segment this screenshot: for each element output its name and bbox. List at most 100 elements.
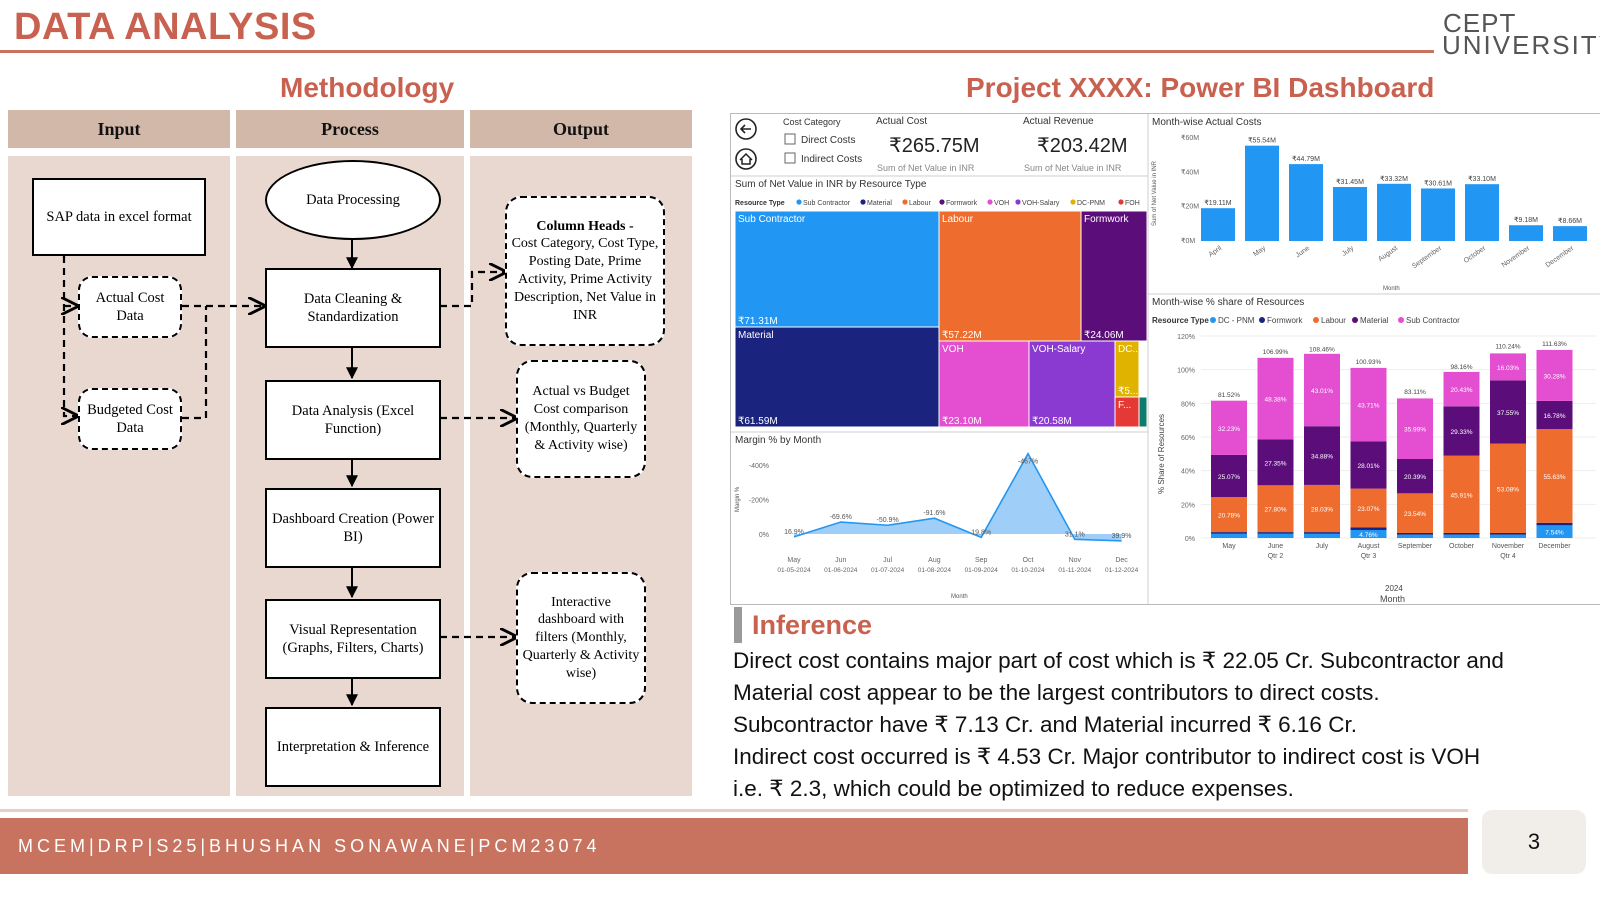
share-segment[interactable] [1304, 484, 1340, 533]
y-tick: 80% [1181, 401, 1195, 408]
data-cleaning-box: Data Cleaning & Standardization [265, 268, 441, 348]
share-segment[interactable] [1490, 443, 1526, 533]
share-title: Month-wise % share of Resources [1152, 297, 1304, 308]
cost-bar[interactable] [1421, 188, 1455, 241]
share-segment[interactable] [1490, 353, 1526, 381]
cost-bar[interactable] [1289, 164, 1323, 241]
kpi-actual-revenue-label: Actual Revenue [1023, 116, 1094, 127]
home-button[interactable] [735, 148, 757, 170]
legend-label: Formwork [1267, 316, 1304, 325]
share-segment[interactable] [1397, 532, 1433, 535]
share-segment[interactable] [1443, 532, 1480, 535]
month-costs-bar-chart[interactable]: ₹0M ₹20M ₹40M ₹60M ₹19.11M April ₹55.54M May ₹44… [1181, 134, 1587, 270]
share-segment[interactable] [1211, 497, 1247, 533]
cost-bar[interactable] [1201, 208, 1235, 241]
share-segment[interactable] [1443, 406, 1480, 456]
share-segment[interactable] [1397, 459, 1433, 494]
share-segment[interactable] [1211, 400, 1247, 455]
share-segment[interactable] [1211, 532, 1247, 534]
bar-label: ₹9.18M [1514, 216, 1538, 224]
treemap-tile-name: F... [1118, 400, 1131, 411]
share-segment[interactable] [1443, 455, 1480, 533]
cost-bar[interactable] [1509, 225, 1543, 241]
x-tick-date: 01-11-2024 [1058, 567, 1091, 574]
share-segment[interactable] [1397, 398, 1433, 460]
x-tick: Dec [1115, 557, 1128, 564]
treemap-tile[interactable] [1080, 210, 1148, 342]
share-segment[interactable] [1536, 349, 1573, 401]
segment-label: 25.07% [1218, 474, 1240, 481]
back-button[interactable] [735, 118, 757, 140]
share-segment[interactable] [1443, 371, 1480, 407]
total-label: 98.16% [1450, 364, 1472, 371]
share-segment[interactable] [1490, 534, 1526, 538]
inference-line: Material cost appear to be the largest c… [733, 680, 1380, 705]
inference-accent-bar [734, 607, 742, 643]
share-segment[interactable] [1350, 529, 1387, 538]
share-segment[interactable] [1536, 522, 1573, 526]
treemap-tile[interactable] [938, 340, 1030, 428]
share-segment[interactable] [1304, 532, 1340, 534]
treemap-tile[interactable] [1138, 396, 1148, 428]
treemap-tile[interactable] [734, 326, 940, 428]
share-segment[interactable] [1536, 525, 1573, 538]
treemap-tile-value: ₹24.06M [1084, 330, 1124, 341]
direct-costs-checkbox[interactable] [784, 133, 796, 145]
indirect-costs-checkbox[interactable] [784, 152, 796, 164]
segment-label: 7.54% [1545, 530, 1564, 537]
share-segment[interactable] [1257, 532, 1294, 534]
cost-bar[interactable] [1245, 145, 1279, 241]
legend-dot [902, 199, 908, 205]
treemap-tile[interactable] [1114, 396, 1140, 428]
share-segment[interactable] [1490, 380, 1526, 444]
margin-area-chart[interactable]: 0% -200% -400% 16.9% May 01-05-2024 -69.6% Jun 0… [749, 452, 1139, 574]
share-segment[interactable] [1257, 533, 1294, 538]
share-segment[interactable] [1397, 534, 1433, 538]
legend-dot [860, 199, 866, 205]
share-legend: DC - PNM Formwork Labour Material Sub Contra… [1210, 316, 1460, 325]
treemap-tile[interactable] [938, 210, 1082, 342]
share-segment[interactable] [1257, 439, 1294, 486]
treemap-tile[interactable] [734, 210, 940, 328]
treemap-tile[interactable] [1028, 340, 1116, 428]
legend-label: VOH-Salary [1022, 200, 1060, 207]
share-segment[interactable] [1211, 533, 1247, 538]
x-tick-date: 01-06-2024 [824, 567, 858, 574]
legend-label: Labour [909, 200, 931, 207]
share-segment[interactable] [1350, 488, 1387, 528]
share-segment[interactable] [1304, 426, 1340, 485]
share-segment[interactable] [1304, 353, 1340, 427]
x-tick: November [1492, 543, 1525, 550]
share-stacked-bar-chart[interactable]: 0% 20% 40% 60% 80% 100% 120% 20.78% 25.07% 32.23%… [1177, 334, 1596, 560]
share-segment[interactable] [1536, 429, 1573, 523]
share-segment[interactable] [1211, 454, 1247, 498]
cost-bar[interactable] [1333, 187, 1367, 241]
inference-title: Inference [752, 610, 873, 640]
share-year-label: 2024 [1385, 584, 1403, 593]
page-title: DATA ANALYSIS [14, 6, 317, 48]
data-processing-oval: Data Processing [265, 160, 441, 240]
share-segment[interactable] [1443, 534, 1480, 538]
treemap-tile[interactable] [1114, 340, 1140, 398]
share-segment[interactable] [1257, 485, 1294, 533]
logo-university: UNIVERSITY [1442, 30, 1600, 60]
share-segment[interactable] [1257, 357, 1294, 440]
dashboard-title: Project XXXX: Power BI Dashboard [966, 72, 1435, 103]
treemap[interactable]: Sub Contractor ₹71.31M Labour ₹57.22M Formwo… [734, 210, 1148, 428]
share-segment[interactable] [1304, 533, 1340, 538]
cost-bar[interactable] [1553, 226, 1587, 241]
cost-bar[interactable] [1377, 183, 1411, 241]
segment-label: 32.23% [1218, 426, 1240, 433]
share-segment[interactable] [1350, 367, 1387, 442]
cost-bar[interactable] [1465, 184, 1499, 241]
share-segment[interactable] [1397, 493, 1433, 533]
share-segment[interactable] [1350, 527, 1387, 530]
quarter-label: Qtr 2 [1268, 553, 1284, 560]
footer-bar: MCEM|DRP|S25|BHUSHAN SONAWANE|PCM23074 [0, 818, 1468, 874]
footer-text: MCEM|DRP|S25|BHUSHAN SONAWANE|PCM23074 [18, 835, 601, 856]
share-segment[interactable] [1350, 441, 1387, 489]
segment-label: 37.55% [1497, 410, 1519, 417]
share-segment[interactable] [1536, 400, 1573, 430]
share-segment[interactable] [1490, 532, 1526, 535]
bar-label: ₹33.32M [1380, 175, 1408, 183]
